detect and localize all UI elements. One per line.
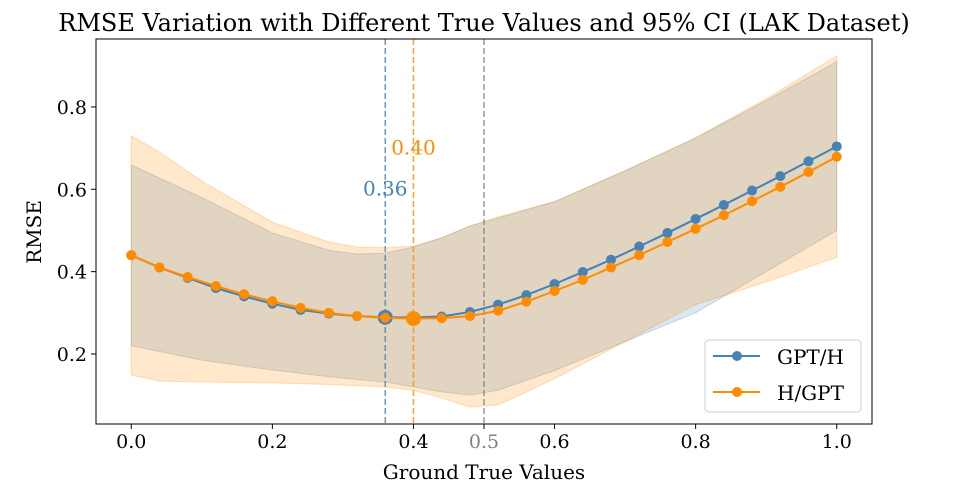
data-point-gpt-h	[803, 156, 814, 167]
data-point-h-gpt	[464, 311, 475, 322]
data-point-h-gpt	[126, 250, 137, 261]
data-point-h-gpt	[210, 281, 221, 292]
x-tick-label: 0.8	[681, 431, 711, 453]
data-point-h-gpt	[380, 312, 391, 323]
data-point-h-gpt	[267, 296, 278, 307]
data-point-h-gpt	[775, 181, 786, 192]
data-point-h-gpt	[154, 262, 165, 273]
data-point-h-gpt	[831, 151, 842, 162]
legend-label-h-gpt: H/GPT	[777, 381, 845, 405]
x-tick-label: 0.0	[116, 431, 146, 453]
y-axis-label: RMSE	[22, 200, 46, 264]
data-point-gpt-h	[577, 267, 588, 278]
legend-marker-h-gpt	[732, 387, 742, 397]
data-point-h-gpt	[747, 196, 758, 207]
y-tick-label: 0.6	[57, 179, 87, 201]
chart-title: RMSE Variation with Different True Value…	[58, 9, 909, 37]
data-point-h-gpt	[436, 313, 447, 324]
x-tick-label: 0.5	[469, 431, 499, 453]
data-point-gpt-h	[634, 241, 645, 252]
y-tick-label: 0.8	[57, 97, 87, 119]
data-point-gpt-h	[775, 171, 786, 182]
data-point-h-gpt	[352, 311, 363, 322]
data-point-h-gpt	[605, 262, 616, 273]
legend-marker-gpt-h	[732, 351, 742, 361]
data-point-h-gpt	[690, 223, 701, 234]
optimum-label-gpt-h: 0.36	[363, 176, 408, 200]
data-point-h-gpt	[634, 250, 645, 261]
y-tick-label: 0.2	[57, 344, 87, 366]
data-point-h-gpt	[295, 302, 306, 313]
data-point-h-gpt	[182, 272, 193, 282]
data-point-gpt-h	[549, 279, 560, 289]
x-tick-label: 0.4	[398, 431, 428, 453]
data-point-h-gpt	[803, 167, 814, 177]
data-point-h-gpt	[323, 307, 334, 318]
data-point-h-gpt	[493, 305, 504, 316]
data-point-gpt-h	[605, 254, 616, 265]
legend-box	[704, 339, 862, 413]
y-tick-label: 0.4	[57, 262, 87, 284]
data-point-h-gpt	[549, 286, 560, 296]
x-tick-label: 0.2	[257, 431, 287, 453]
data-point-gpt-h	[831, 141, 842, 152]
data-point-h-gpt	[521, 296, 532, 307]
data-point-gpt-h	[747, 185, 758, 196]
data-point-gpt-h	[662, 227, 673, 238]
data-point-gpt-h	[690, 213, 701, 224]
legend-label-gpt-h: GPT/H	[777, 345, 844, 369]
x-tick-label: 0.6	[539, 431, 569, 453]
data-point-h-gpt	[577, 274, 588, 285]
x-axis-label: Ground True Values	[383, 460, 585, 484]
data-point-gpt-h	[718, 199, 729, 210]
data-point-h-gpt	[662, 237, 673, 247]
data-point-h-gpt	[405, 311, 421, 327]
data-point-h-gpt	[239, 289, 250, 300]
data-point-h-gpt	[718, 210, 729, 221]
x-tick-label: 1.0	[822, 431, 852, 453]
legend: GPT/H H/GPT	[704, 339, 862, 413]
optimum-label-h-gpt: 0.40	[391, 135, 436, 159]
